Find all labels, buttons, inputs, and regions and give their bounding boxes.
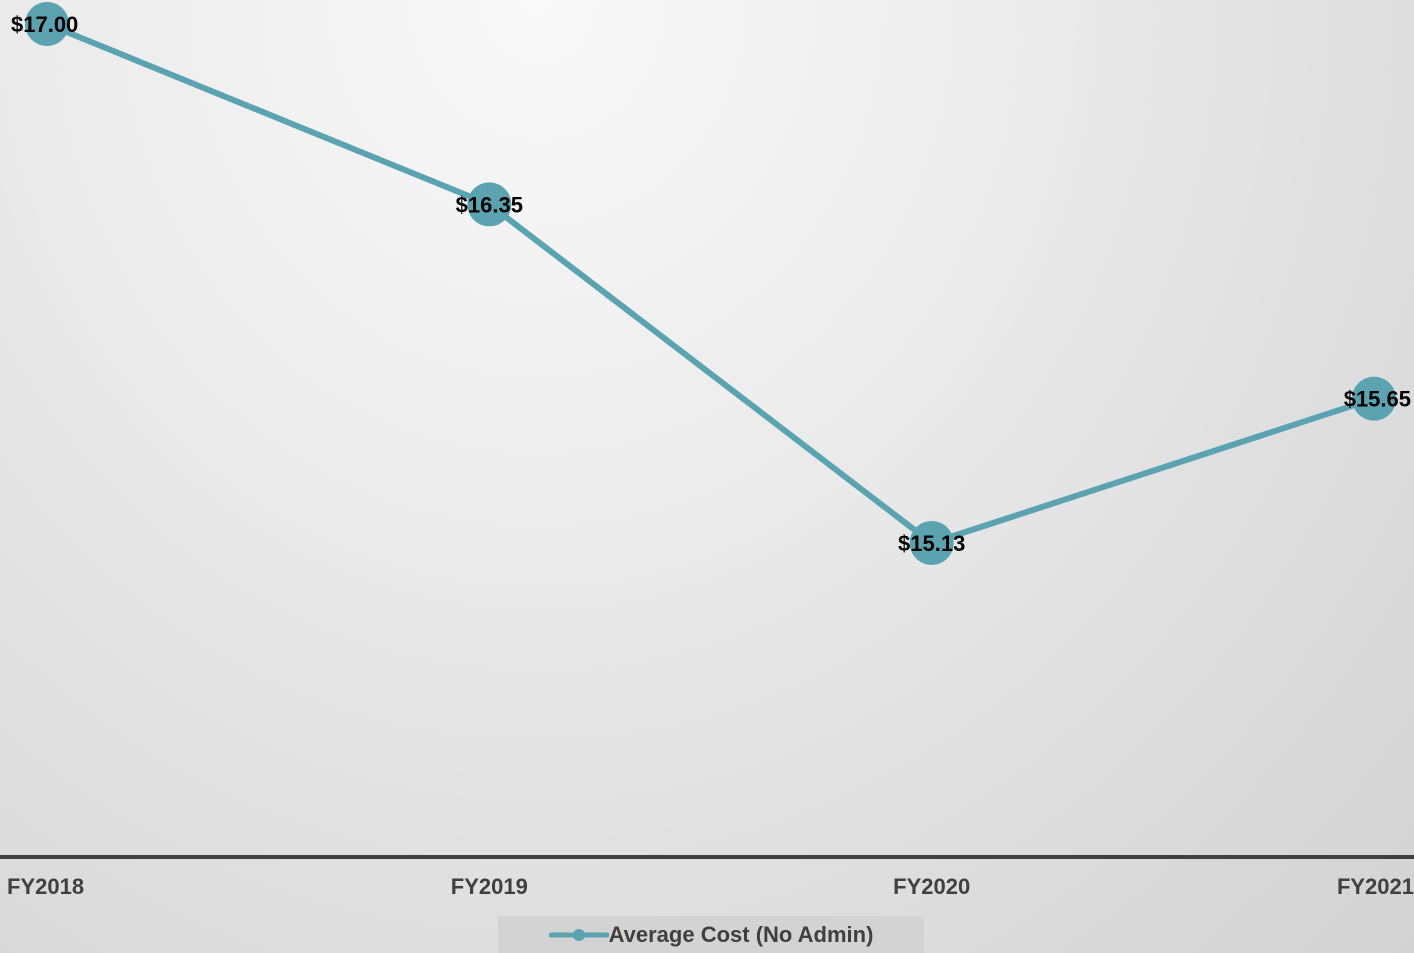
data-point-marker [1352,376,1396,421]
marker-layer [25,2,1396,565]
x-tick-layer: FY2018 FY2019 FY2020 FY2021 [7,874,1414,899]
data-label: $17.00 [11,12,78,37]
data-label: $16.35 [456,192,523,217]
series-layer [45,21,1375,546]
data-label: $15.65 [1344,387,1411,412]
x-tick-label: FY2019 [451,874,528,899]
x-tick-label: FY2021 [1337,874,1414,899]
data-point-marker [25,2,69,46]
x-tick-label: FY2020 [893,874,970,899]
data-label: $15.13 [898,531,965,556]
x-tick-label: FY2018 [7,874,84,899]
legend-line-marker-icon [548,928,609,941]
series-line-average-cost [45,21,1375,546]
legend: Average Cost (No Admin) [498,916,924,953]
data-point-marker [909,521,954,565]
legend-series-label: Average Cost (No Admin) [608,921,874,947]
data-point-marker [467,182,512,227]
data-label-layer: $17.00 $16.35 $15.13 $15.65 [11,12,1411,556]
